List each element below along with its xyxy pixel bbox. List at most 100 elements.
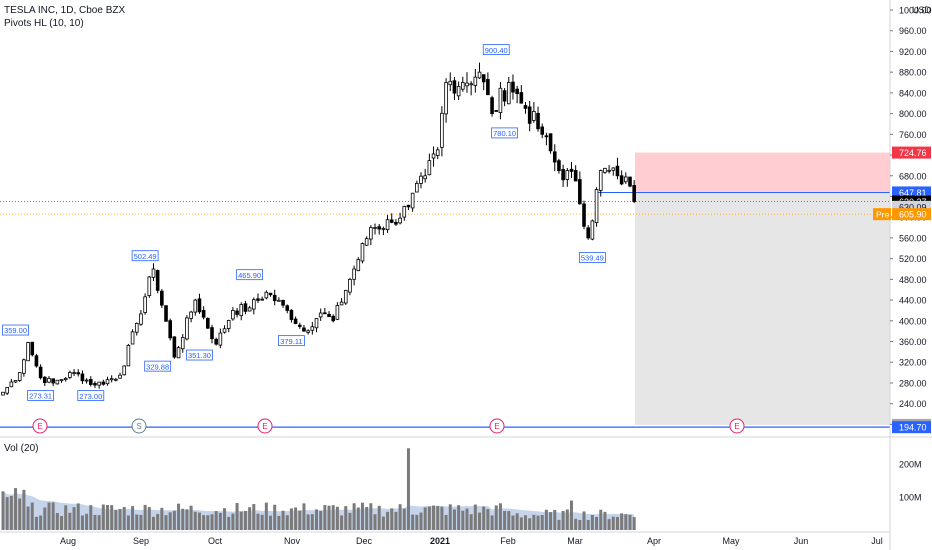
- volume-bar: [578, 520, 582, 530]
- volume-bar: [210, 514, 214, 530]
- candle-body: [440, 112, 444, 148]
- volume-bar: [68, 512, 72, 530]
- candle-body: [594, 189, 599, 223]
- candle-body: [565, 170, 570, 180]
- volume-bar: [569, 500, 573, 530]
- candle-body: [59, 379, 64, 382]
- volume-bar: [373, 514, 377, 530]
- candle-body: [607, 169, 611, 172]
- volume-bar: [39, 515, 43, 530]
- volume-tick-label: 100M: [899, 492, 922, 502]
- volume-bar: [469, 514, 473, 530]
- candle-body: [406, 204, 411, 208]
- candle-body: [506, 82, 511, 105]
- volume-bar: [164, 515, 168, 530]
- candle-body: [105, 379, 110, 385]
- volume-bar: [515, 513, 519, 530]
- volume-bar: [85, 513, 89, 530]
- pivot-label: 359.00: [4, 326, 27, 335]
- candle-body: [377, 226, 381, 230]
- candle-body: [573, 170, 578, 182]
- volume-bar: [452, 509, 456, 530]
- volume-bar: [126, 515, 130, 530]
- y-tick-label: 880.00: [899, 68, 927, 78]
- volume-bar: [511, 515, 515, 530]
- candle-body: [532, 110, 536, 121]
- candle-body: [293, 318, 298, 325]
- volume-bar: [586, 519, 590, 530]
- candle-body: [402, 206, 407, 218]
- x-tick-label: Oct: [208, 536, 223, 546]
- x-tick-label: Mar: [567, 536, 583, 546]
- candle-body: [465, 82, 469, 87]
- candle-body: [114, 378, 118, 381]
- candle-body: [519, 92, 524, 104]
- candle-body: [160, 290, 164, 306]
- volume-bar: [340, 515, 344, 530]
- volume-bar: [582, 511, 586, 530]
- candle-body: [210, 327, 214, 340]
- event-letter: E: [734, 422, 739, 431]
- y-tick-label: 680.00: [899, 171, 927, 181]
- volume-bar: [55, 513, 59, 530]
- volume-bar: [574, 518, 578, 530]
- event-letter: E: [262, 422, 267, 431]
- price-label-box: [892, 208, 931, 221]
- price-label: 724.76: [899, 148, 927, 158]
- volume-bar: [302, 503, 306, 530]
- pivot-box: [278, 335, 305, 347]
- candle-body: [151, 268, 156, 278]
- candle-body: [272, 294, 277, 302]
- event-marker: E: [32, 418, 48, 434]
- candle-body: [264, 291, 269, 299]
- price-label: 605.90: [899, 210, 927, 220]
- candle-body: [515, 88, 519, 95]
- volume-bar: [139, 514, 143, 530]
- event-marker: E: [257, 418, 273, 434]
- volume-bar: [390, 508, 394, 530]
- candle-body: [30, 341, 35, 356]
- x-tick-label: May: [722, 536, 740, 546]
- volume-bar: [93, 514, 97, 530]
- candle-body: [394, 222, 398, 225]
- event-letter: E: [494, 422, 499, 431]
- candle-body: [17, 372, 22, 381]
- candle-body: [327, 313, 331, 318]
- volume-bar: [231, 513, 235, 530]
- candle-body: [134, 322, 139, 333]
- candle-body: [13, 380, 18, 383]
- event-circle: [32, 418, 48, 434]
- candle-body: [63, 377, 68, 381]
- volume-bar: [365, 506, 369, 530]
- volume-bar: [607, 519, 611, 530]
- candle-body: [88, 379, 93, 385]
- pivot-box: [77, 390, 105, 401]
- candle-body: [540, 126, 545, 135]
- pivot-label: 539.49: [581, 254, 604, 263]
- volume-bar: [60, 516, 64, 530]
- candle-body: [97, 381, 101, 386]
- pivot-label: 273.00: [79, 392, 102, 401]
- candle-body: [47, 378, 51, 383]
- y-tick-label: 320.00: [899, 358, 927, 368]
- volume-bar: [419, 512, 423, 530]
- y-tick-label: 520.00: [899, 254, 927, 264]
- candle-body: [494, 110, 499, 112]
- volume-bar: [352, 503, 356, 530]
- volume-bar: [615, 516, 619, 530]
- candle-body: [578, 179, 582, 205]
- candle-body: [251, 299, 256, 310]
- volume-bar: [110, 505, 114, 530]
- candle-body: [427, 160, 432, 176]
- volume-bar: [628, 514, 632, 530]
- candle-body: [373, 227, 377, 229]
- candle-body: [180, 337, 185, 350]
- volume-bar: [185, 509, 189, 530]
- volume-bar: [457, 505, 461, 530]
- candle-body: [348, 279, 352, 293]
- candle-body: [310, 326, 315, 331]
- volume-bar: [206, 515, 210, 530]
- candle-body: [619, 175, 624, 185]
